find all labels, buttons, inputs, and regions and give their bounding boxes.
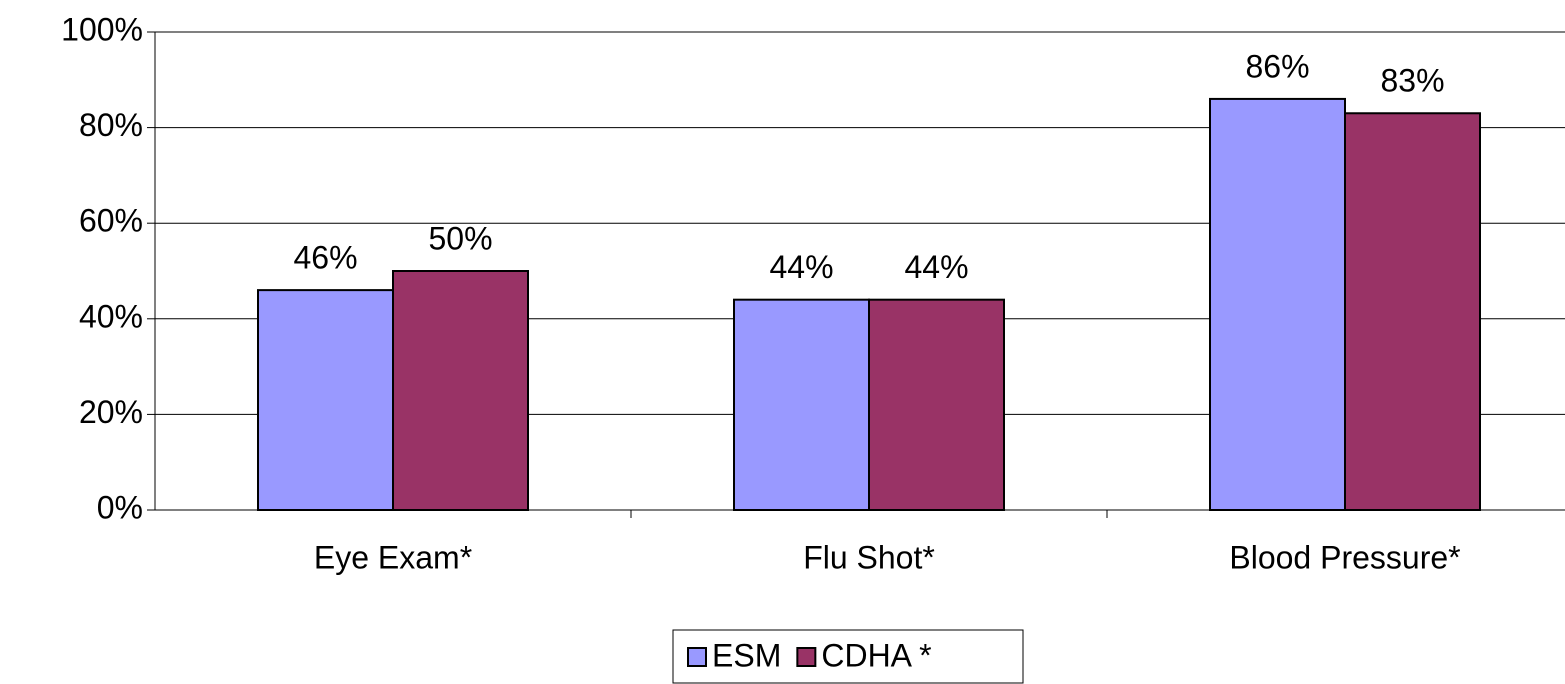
bar (1344, 112, 1481, 511)
bar (257, 289, 394, 511)
legend-swatch (687, 647, 707, 667)
data-label: 83% (1380, 63, 1444, 99)
x-tick-label: Blood Pressure* (1229, 539, 1460, 575)
data-label: 86% (1245, 48, 1309, 84)
y-tick-label: 40% (79, 298, 143, 334)
y-tick-label: 60% (79, 203, 143, 239)
legend-label: ESM (712, 637, 781, 673)
x-tick-label: Eye Exam* (314, 539, 472, 575)
x-tick-label: Flu Shot* (803, 539, 935, 575)
y-tick-label: 20% (79, 394, 143, 430)
bar (733, 298, 870, 511)
legend-box (672, 629, 1024, 684)
y-tick-label: 80% (79, 107, 143, 143)
bar (868, 298, 1005, 511)
data-label: 44% (904, 249, 968, 285)
data-label: 46% (293, 240, 357, 276)
bar (1209, 97, 1346, 511)
legend-label: CDHA * (821, 637, 931, 673)
bar (392, 270, 529, 511)
data-label: 50% (428, 220, 492, 256)
legend-swatch (796, 647, 817, 667)
y-tick-label: 0% (97, 489, 143, 525)
y-tick-label: 100% (61, 11, 143, 47)
data-label: 44% (769, 249, 833, 285)
